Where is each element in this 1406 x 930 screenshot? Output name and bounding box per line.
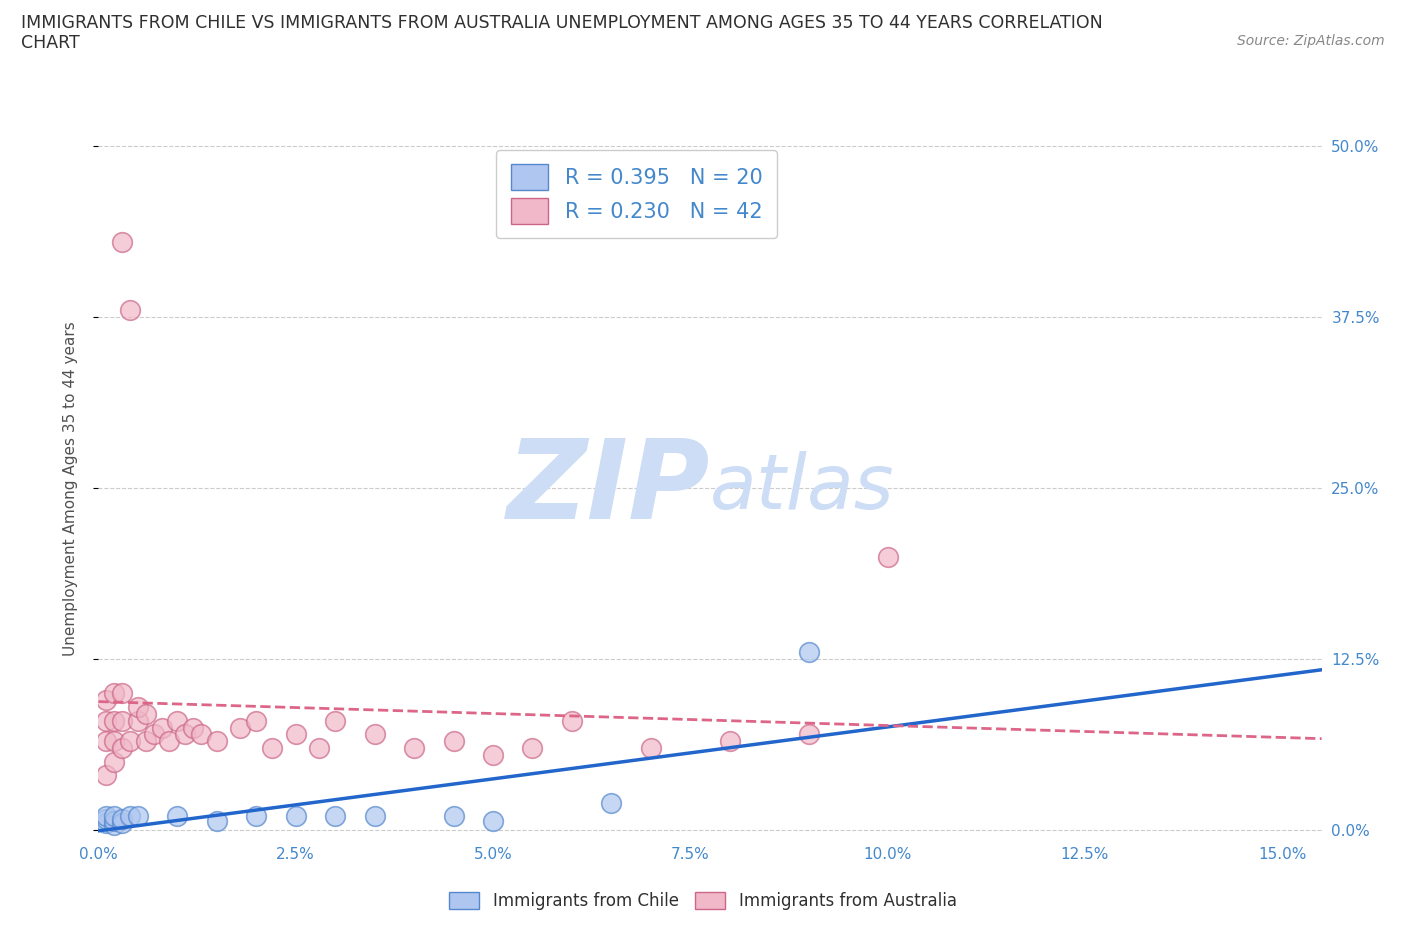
Point xyxy=(127,699,149,714)
Point xyxy=(443,734,465,749)
Point xyxy=(174,727,197,742)
Point xyxy=(561,713,583,728)
Point xyxy=(118,303,141,318)
Point xyxy=(96,713,118,728)
Point xyxy=(111,686,134,701)
Point xyxy=(103,813,125,828)
Point xyxy=(96,809,118,824)
Point xyxy=(103,754,125,769)
Point xyxy=(797,644,820,659)
Point xyxy=(443,809,465,824)
Point xyxy=(797,727,820,742)
Point xyxy=(96,812,118,827)
Point xyxy=(111,816,134,830)
Point xyxy=(96,816,118,830)
Point xyxy=(363,809,385,824)
Point xyxy=(245,809,267,824)
Point xyxy=(640,740,662,755)
Point xyxy=(135,707,157,722)
Point xyxy=(600,795,623,810)
Point xyxy=(205,813,228,828)
Point xyxy=(245,713,267,728)
Text: CHART: CHART xyxy=(21,34,80,52)
Legend: Immigrants from Chile, Immigrants from Australia: Immigrants from Chile, Immigrants from A… xyxy=(443,885,963,917)
Y-axis label: Unemployment Among Ages 35 to 44 years: Unemployment Among Ages 35 to 44 years xyxy=(63,321,77,656)
Point xyxy=(118,809,141,824)
Legend: R = 0.395   N = 20, R = 0.230   N = 42: R = 0.395 N = 20, R = 0.230 N = 42 xyxy=(496,150,778,238)
Point xyxy=(111,740,134,755)
Text: IMMIGRANTS FROM CHILE VS IMMIGRANTS FROM AUSTRALIA UNEMPLOYMENT AMONG AGES 35 TO: IMMIGRANTS FROM CHILE VS IMMIGRANTS FROM… xyxy=(21,14,1102,32)
Point xyxy=(205,734,228,749)
Text: atlas: atlas xyxy=(710,451,894,525)
Point xyxy=(96,768,118,783)
Point xyxy=(103,713,125,728)
Point xyxy=(363,727,385,742)
Text: ZIP: ZIP xyxy=(506,434,710,542)
Point xyxy=(181,720,204,735)
Point xyxy=(135,734,157,749)
Point xyxy=(323,713,346,728)
Point xyxy=(103,734,125,749)
Point xyxy=(482,813,505,828)
Point xyxy=(111,713,134,728)
Point xyxy=(103,809,125,824)
Point xyxy=(323,809,346,824)
Point xyxy=(876,550,898,565)
Text: Source: ZipAtlas.com: Source: ZipAtlas.com xyxy=(1237,34,1385,48)
Point xyxy=(718,734,741,749)
Point xyxy=(103,686,125,701)
Point xyxy=(111,812,134,827)
Point xyxy=(229,720,252,735)
Point xyxy=(111,234,134,249)
Point xyxy=(166,809,188,824)
Point xyxy=(260,740,283,755)
Point xyxy=(142,727,165,742)
Point xyxy=(284,727,307,742)
Point xyxy=(482,748,505,763)
Point xyxy=(522,740,544,755)
Point xyxy=(190,727,212,742)
Point xyxy=(150,720,173,735)
Point xyxy=(284,809,307,824)
Point xyxy=(166,713,188,728)
Point xyxy=(96,693,118,708)
Point xyxy=(127,713,149,728)
Point xyxy=(404,740,426,755)
Point xyxy=(118,734,141,749)
Point xyxy=(159,734,181,749)
Point xyxy=(308,740,330,755)
Point xyxy=(103,817,125,832)
Point xyxy=(96,734,118,749)
Point xyxy=(127,809,149,824)
